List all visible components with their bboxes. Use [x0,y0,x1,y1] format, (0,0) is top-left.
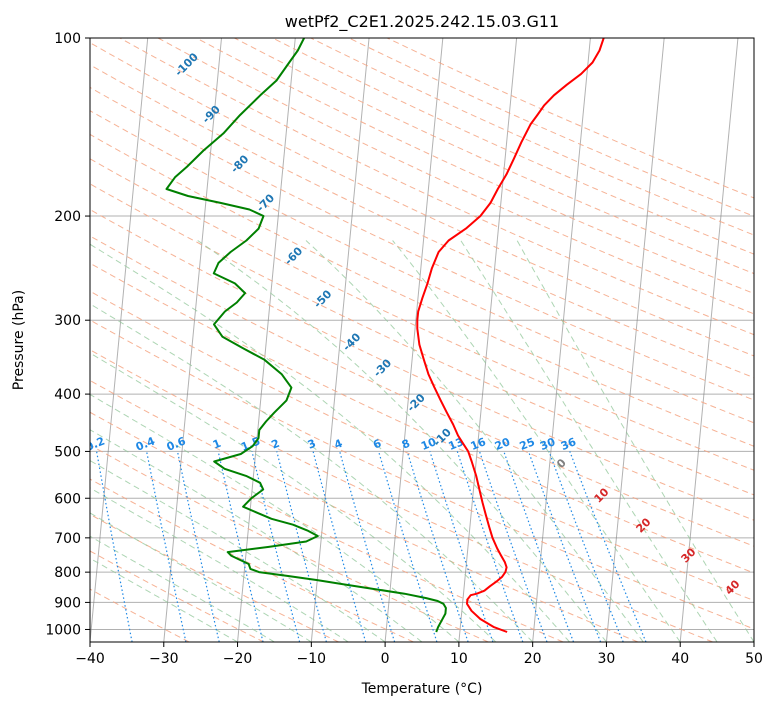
y-tick-label: 600 [54,491,81,507]
mixing-ratio-line [96,451,133,642]
x-axis-ticks: −40 −30 −20 −10 0 10 20 30 40 50 [75,642,763,667]
x-axis-label: Temperature (°C) [361,681,483,697]
dry-adiabat-line [90,478,414,642]
moist-adiabat-line [90,512,312,642]
mixing-ratio-line [429,451,494,642]
moist-adiabat-line [90,243,570,642]
x-tick-label: −40 [75,651,105,667]
mixing-ratio-line [276,451,327,642]
mixing-ratio-line [478,451,548,642]
isotherm-line [679,38,739,642]
isotherm-line [163,38,222,642]
isotherm-line [237,38,296,642]
moist-adiabats [90,240,754,642]
dry-adiabat-line [90,42,754,357]
y-tick-label: 700 [54,531,81,547]
y-tick-label: 1000 [45,622,81,638]
mixing-ratio-label: 20 [493,435,512,453]
dry-adiabat-line [90,262,754,574]
mixing-ratio-label: 8 [400,437,412,452]
y-axis-ticks: 100 200 300 400 500 600 700 800 900 1000 [45,31,90,638]
mixing-ratio-line [503,451,575,642]
plot-frame [89,37,755,643]
moist-adiabat-line [90,535,275,642]
x-tick-label: 10 [450,651,468,667]
mixing-ratio-label: 10 [419,435,438,453]
dry-adiabat-line [90,86,754,401]
mixing-ratio-lines [96,451,647,642]
dry-adiabat-line [90,110,754,424]
mixing-ratio-line [312,451,367,642]
mixing-ratio-line [339,451,396,642]
moist-adiabat-line [90,459,386,642]
mixing-ratio-line [456,451,524,642]
moist-adiabat-line [392,240,681,642]
mixing-ratio-line [217,451,264,642]
x-tick-label: 50 [745,651,763,667]
dry-adiabat-line [90,411,564,642]
moist-adiabat-line [90,429,423,642]
x-tick-label: 20 [524,651,542,667]
y-tick-label: 400 [54,387,81,403]
mixing-ratio-line [378,451,438,642]
mixing-ratio-line [251,451,301,642]
mixing-ratio-label: 3 [306,437,318,452]
x-tick-label: −20 [223,651,253,667]
mixing-ratio-line [406,451,469,642]
moist-adiabat-line [460,240,718,642]
y-tick-label: 500 [54,444,81,460]
isotherm-line [532,38,591,642]
moist-adiabat-line [305,240,644,642]
mixing-ratio-label: 30 [538,435,557,453]
moist-adiabat-line [90,352,497,642]
dry-adiabat-line [90,290,754,602]
moist-adiabat-line [90,487,349,642]
isobar-grid [90,38,754,630]
mixing-ratio-label: 25 [518,435,537,453]
y-tick-label: 300 [54,313,81,329]
dry-adiabats [90,38,754,642]
mixing-ratio-label: 2 [270,437,282,452]
y-axis-label: Pressure (hPa) [11,290,27,390]
x-tick-label: 0 [381,651,390,667]
isotherm-line [605,38,665,642]
chart-title: wetPf2_C2E1.2025.242.15.03.G11 [285,12,559,32]
mixing-ratio-line [146,451,187,642]
moist-adiabat-line [197,240,607,642]
mixing-ratio-label: 16 [469,435,488,453]
isotherm-line [458,38,518,642]
dry-adiabat-line [90,379,639,642]
dry-adiabat-line [90,64,754,379]
dry-adiabat-line [157,38,754,315]
y-tick-label: 800 [54,565,81,581]
x-tick-label: −30 [149,651,179,667]
dry-adiabat-line [90,513,339,642]
y-tick-label: 100 [54,31,81,47]
dry-adiabat-line [90,158,754,471]
y-tick-label: 900 [54,595,81,611]
x-tick-label: 30 [598,651,616,667]
moist-adiabat-line [90,303,534,642]
temperature-line [416,38,605,633]
mixing-ratio-label: 1 [211,437,223,452]
moist-adiabat-line [516,240,754,642]
dry-adiabat-line [90,133,754,447]
isotherm-line [384,38,444,642]
profile-series [165,38,605,633]
moist-adiabat-line [90,557,238,642]
dry-adiabat-line [119,38,754,336]
x-tick-label: −10 [297,651,327,667]
y-tick-label: 200 [54,209,81,225]
mixing-ratio-line [176,451,220,642]
mixing-ratio-label: 36 [559,435,578,453]
x-tick-label: 40 [671,651,689,667]
dewpoint-line [165,38,447,633]
